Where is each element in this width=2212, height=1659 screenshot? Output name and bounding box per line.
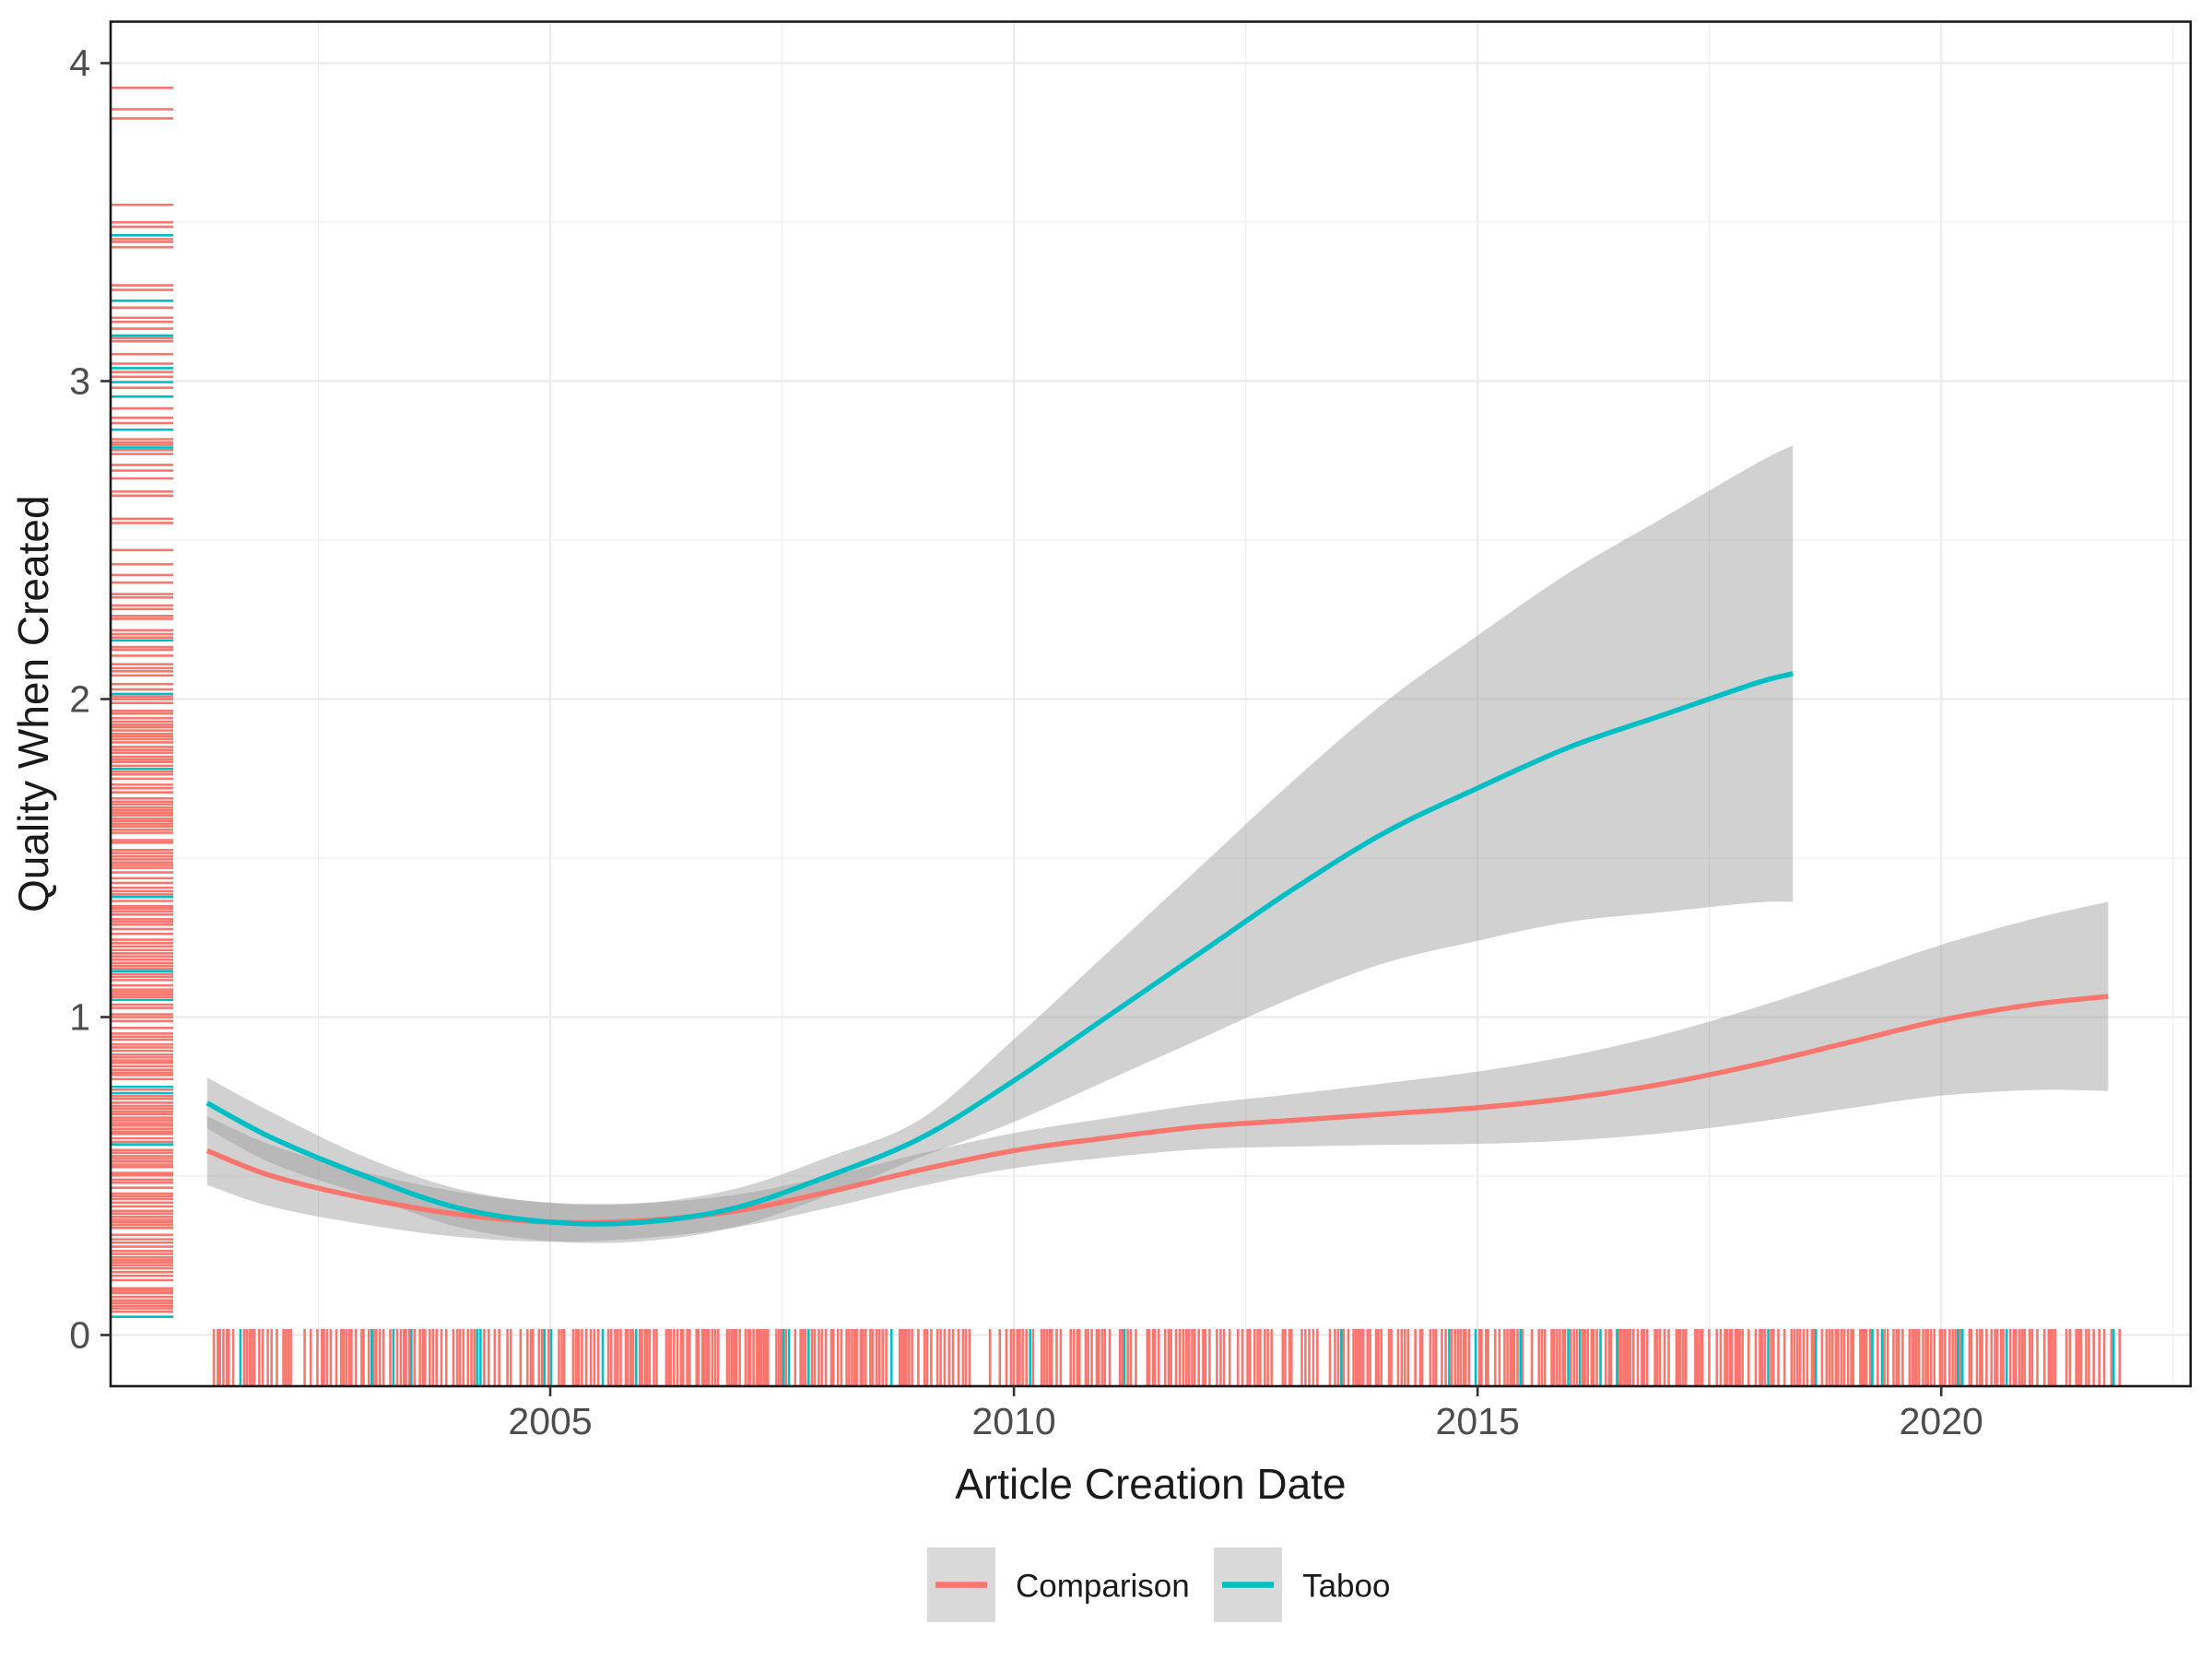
svg-text:0: 0	[69, 1314, 90, 1357]
svg-text:2005: 2005	[508, 1400, 592, 1442]
svg-text:2020: 2020	[1900, 1400, 1983, 1442]
svg-text:3: 3	[69, 360, 90, 403]
svg-text:4: 4	[69, 42, 90, 85]
svg-text:Quality When Created: Quality When Created	[9, 495, 57, 912]
svg-text:2015: 2015	[1436, 1400, 1520, 1442]
svg-text:Taboo: Taboo	[1302, 1569, 1390, 1605]
svg-text:Comparison: Comparison	[1016, 1569, 1190, 1605]
svg-text:2010: 2010	[971, 1400, 1055, 1442]
svg-text:1: 1	[69, 996, 90, 1039]
svg-text:Article Creation Date: Article Creation Date	[955, 1460, 1346, 1508]
svg-text:2: 2	[69, 678, 90, 721]
